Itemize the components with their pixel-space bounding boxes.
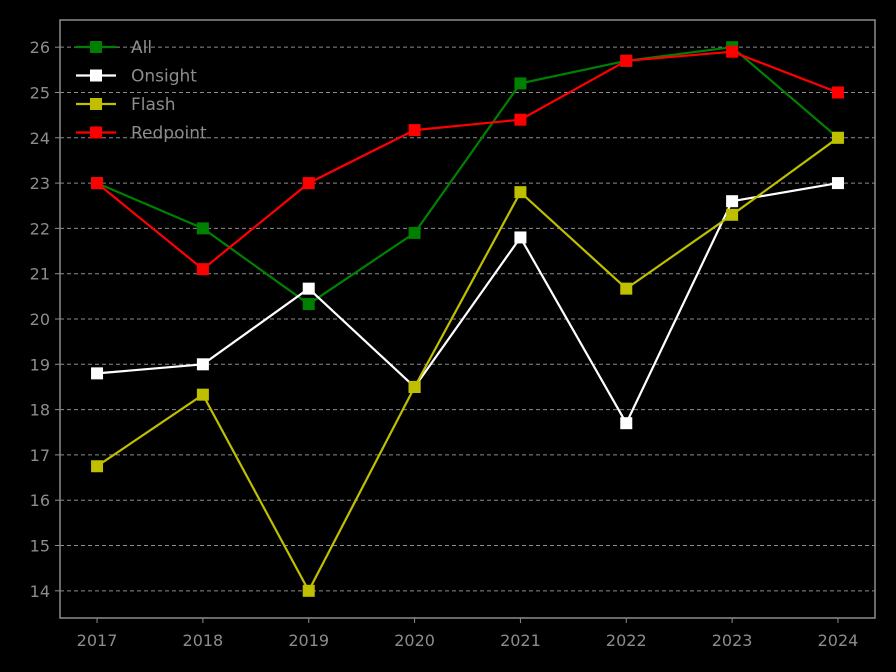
data-point xyxy=(408,226,421,239)
x-tick-label: 2018 xyxy=(183,631,224,650)
y-tick-label: 14 xyxy=(30,582,50,601)
series-line xyxy=(96,182,839,426)
legend-marker xyxy=(90,98,102,110)
data-point xyxy=(620,54,633,67)
data-point xyxy=(514,113,527,126)
legend-label: Onsight xyxy=(131,67,197,87)
series-flash xyxy=(91,131,844,597)
y-tick-label: 26 xyxy=(30,38,50,57)
data-point xyxy=(831,86,844,99)
x-tick-label: 2019 xyxy=(288,631,329,650)
data-point xyxy=(620,417,633,430)
legend-marker xyxy=(90,69,102,82)
data-point xyxy=(91,367,104,380)
y-tick-label: 25 xyxy=(30,83,50,102)
y-tick-label: 19 xyxy=(30,355,50,374)
data-point xyxy=(726,45,739,58)
data-point xyxy=(726,195,739,208)
data-point xyxy=(196,263,209,276)
data-point xyxy=(514,231,527,244)
legend-item-flash: Flash xyxy=(76,95,176,115)
data-point xyxy=(91,460,104,473)
series-redpoint xyxy=(91,45,844,276)
y-tick-label: 21 xyxy=(30,265,50,284)
legend-item-onsight: Onsight xyxy=(76,67,197,87)
x-tick-label: 2022 xyxy=(606,631,647,650)
data-point xyxy=(514,77,527,90)
data-point xyxy=(302,177,315,190)
data-point xyxy=(91,177,104,190)
data-point xyxy=(831,177,844,190)
series-line xyxy=(96,136,839,594)
x-axis: 2017 2018 2019 2020 2021 2022 2023 2024 xyxy=(77,618,859,650)
x-tick-label: 2021 xyxy=(500,631,541,650)
x-tick-label: 2020 xyxy=(394,631,435,650)
legend-marker xyxy=(90,126,102,139)
y-tick-label: 15 xyxy=(30,537,50,556)
y-tick-label: 24 xyxy=(30,129,50,148)
y-tick-label: 23 xyxy=(30,174,50,193)
x-tick-label: 2017 xyxy=(77,631,118,650)
legend: All Onsight Flash Redpoint xyxy=(76,38,207,144)
data-point xyxy=(196,358,209,371)
data-point xyxy=(620,282,633,295)
legend-item-all: All xyxy=(76,38,152,58)
data-point xyxy=(408,380,421,393)
series-line xyxy=(96,46,839,306)
grid-lines xyxy=(60,46,875,592)
y-tick-label: 16 xyxy=(30,491,50,510)
y-axis: 14 15 16 17 18 19 20 21 22 23 24 25 26 xyxy=(30,38,60,601)
legend-item-redpoint: Redpoint xyxy=(76,124,207,144)
series-layer xyxy=(91,41,844,597)
legend-label: Redpoint xyxy=(131,124,207,144)
legend-label: All xyxy=(131,38,152,58)
data-point xyxy=(514,186,527,199)
x-tick-label: 2023 xyxy=(712,631,753,650)
y-tick-label: 22 xyxy=(30,219,50,238)
y-tick-label: 18 xyxy=(30,401,50,420)
data-point xyxy=(302,282,315,295)
series-line xyxy=(96,50,839,271)
data-point xyxy=(726,208,739,221)
y-tick-label: 20 xyxy=(30,310,50,329)
x-tick-label: 2024 xyxy=(818,631,859,650)
legend-marker xyxy=(90,41,102,53)
data-point xyxy=(302,298,315,311)
legend-label: Flash xyxy=(131,95,176,115)
y-tick-label: 17 xyxy=(30,446,50,465)
data-point xyxy=(408,124,421,137)
data-point xyxy=(196,388,209,401)
data-point xyxy=(302,584,315,597)
data-point xyxy=(196,222,209,235)
data-point xyxy=(831,131,844,144)
